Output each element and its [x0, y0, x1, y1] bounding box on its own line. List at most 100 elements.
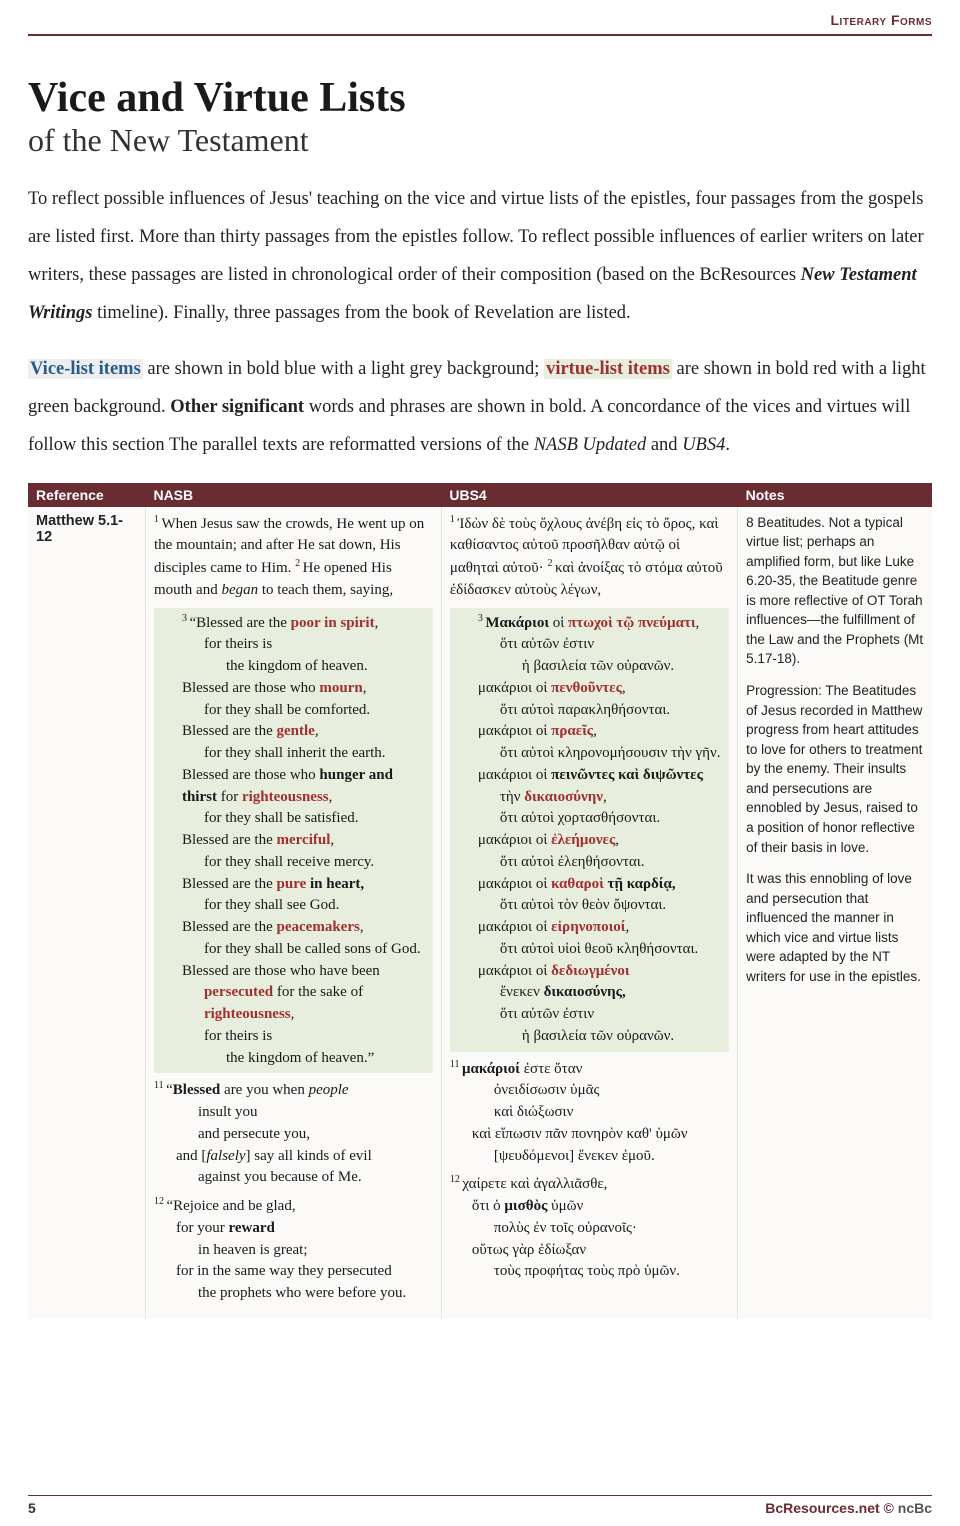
line: for they shall be satisfied.: [160, 808, 427, 830]
table-header-row: Reference NASB UBS4 Notes: [28, 483, 932, 507]
bold-text: reward: [228, 1220, 274, 1236]
header-rule: [28, 34, 932, 36]
text: are shown in bold blue with a light grey…: [143, 359, 544, 379]
text: μακάριοι οἱ: [478, 680, 551, 696]
text: and [: [176, 1148, 206, 1164]
line: the kingdom of heaven.”: [160, 1048, 427, 1070]
text: Blessed are those who have been: [182, 963, 380, 979]
notes-cell: 8 Beatitudes. Not a typical virtue list;…: [738, 507, 932, 1319]
text: τὴν: [500, 789, 524, 805]
line: for they shall be comforted.: [160, 700, 427, 722]
line: Blessed are those who have been: [160, 961, 427, 983]
beatitudes-block: 3 “Blessed are the poor in spirit, for t…: [154, 608, 433, 1074]
virtue-term: δεδιωγμένοι: [551, 963, 629, 979]
text: for: [217, 789, 242, 805]
line: ὅτι αὐτοὶ παρακληθήσονται.: [456, 700, 723, 722]
line: πολὺς ἐν τοῖς οὐρανοῖς·: [450, 1218, 729, 1240]
text: Blessed are the: [182, 723, 277, 739]
line: the prophets who were before you.: [154, 1283, 433, 1305]
bold-text: μακάριοί: [462, 1061, 520, 1077]
text: μακάριοι οἱ: [478, 876, 551, 892]
page-header: Literary Forms: [0, 0, 960, 34]
text: ,: [329, 789, 333, 805]
line: 11 “Blessed are you when people: [154, 1082, 349, 1098]
line: for they shall see God.: [160, 895, 427, 917]
line: μακάριοι οἱ πεινῶντες καὶ διψῶντες: [456, 765, 723, 787]
note-paragraph: Progression: The Beatitudes of Jesus rec…: [746, 681, 924, 857]
beatitudes-block: 3 Μακάριοι οἱ πτωχοὶ τῷ πνεύματι, ὅτι αὐ…: [450, 608, 729, 1052]
verse-number: 12: [154, 1196, 167, 1207]
verse-number: 11: [154, 1080, 166, 1091]
line: τὴν δικαιοσύνην,: [456, 787, 723, 809]
bold-text: πεινῶντες καὶ διψῶντες: [551, 767, 703, 783]
text: for your: [176, 1220, 229, 1236]
text: ,: [360, 919, 364, 935]
line: Blessed are those who mourn,: [160, 678, 427, 700]
reference-cell: Matthew 5.1-12: [28, 507, 145, 1319]
line: Blessed are the merciful,: [160, 830, 427, 852]
italic-text: began: [221, 582, 258, 598]
text: ,: [696, 615, 700, 631]
line: μακάριοι οἱ ἐλεήμονες,: [456, 830, 723, 852]
text: ,: [363, 680, 367, 696]
text: μακάριοι οἱ: [478, 963, 551, 979]
text: “Rejoice and be glad,: [166, 1198, 295, 1214]
italic-text: falsely: [206, 1148, 245, 1164]
line: ὅτι αὐτῶν ἐστιν: [456, 1004, 723, 1026]
virtue-term: εἰρηνοποιοί: [551, 919, 625, 935]
col-nasb: NASB: [145, 483, 441, 507]
text: ,: [603, 789, 607, 805]
verse-number: 2: [547, 558, 555, 569]
page-subtitle: of the New Testament: [28, 122, 932, 159]
line: ἡ βασιλεία τῶν οὐρανῶν.: [456, 1026, 723, 1048]
virtue-term: πτωχοὶ τῷ πνεύματι: [568, 615, 696, 631]
text: Blessed are the: [182, 919, 277, 935]
virtue-list-label: virtue-list items: [544, 359, 672, 379]
text: Blessed are those who: [182, 767, 319, 783]
line: μακάριοι οἱ πραεῖς,: [456, 721, 723, 743]
vice-list-label: Vice-list items: [28, 359, 143, 379]
line: 3 “Blessed are the poor in spirit,: [160, 612, 427, 635]
line: ὅτι αὐτοὶ κληρονομήσουσιν τὴν γῆν.: [456, 743, 723, 765]
line: καὶ εἴπωσιν πᾶν πονηρὸν καθ' ὑμῶν: [450, 1124, 729, 1146]
line: τοὺς προφήτας τοὺς πρὸ ὑμῶν.: [450, 1261, 729, 1283]
virtue-term: peacemakers: [277, 919, 360, 935]
verse-intro: 1 Ἰδὼν δὲ τοὺς ὄχλους ἀνέβη εἰς τὸ ὄρος,…: [450, 513, 729, 602]
line: καὶ διώξωσιν: [450, 1102, 729, 1124]
italic-text: NASB Updated: [534, 435, 647, 455]
italic-text: people: [309, 1082, 349, 1098]
text: to teach them, saying,: [258, 582, 393, 598]
text: Blessed are those who: [182, 680, 319, 696]
text: ,: [291, 1006, 295, 1022]
text: To reflect possible influences of Jesus'…: [28, 189, 924, 285]
text: “Blessed are the: [189, 615, 290, 631]
verse-number: 11: [450, 1059, 462, 1070]
line: ὅτι αὐτῶν ἐστιν: [456, 634, 723, 656]
text: ἕνεκεν: [500, 984, 544, 1000]
virtue-term: gentle: [277, 723, 315, 739]
bold-text: Blessed: [173, 1082, 221, 1098]
site-name: BcResources.net: [765, 1500, 879, 1516]
passages-table: Reference NASB UBS4 Notes Matthew 5.1-12…: [28, 483, 932, 1319]
text: and: [646, 435, 682, 455]
line: for they shall inherit the earth.: [160, 743, 427, 765]
line: ὅτι αὐτοὶ ἐλεηθήσονται.: [456, 852, 723, 874]
bold-text: Μακάριοι: [485, 615, 549, 631]
text: ,: [375, 615, 379, 631]
text: Blessed are the: [182, 832, 277, 848]
text: ,: [625, 919, 629, 935]
virtue-term: pure: [277, 876, 307, 892]
text: .: [725, 435, 730, 455]
line: Blessed are the gentle,: [160, 721, 427, 743]
virtue-term: poor in spirit: [291, 615, 375, 631]
line: μακάριοι οἱ πενθοῦντες,: [456, 678, 723, 700]
line: righteousness,: [160, 1004, 427, 1026]
text: ἐστε ὅταν: [520, 1061, 582, 1077]
text: οἱ: [549, 615, 568, 631]
org-name: ncBc: [898, 1500, 932, 1516]
nasb-cell: 1 When Jesus saw the crowds, He went up …: [145, 507, 441, 1319]
virtue-term: δικαιοσύνην: [524, 789, 603, 805]
line: ὅτι αὐτοὶ χορτασθήσονται.: [456, 808, 723, 830]
note-paragraph: It was this ennobling of love and persec…: [746, 869, 924, 986]
text: ] say all kinds of evil: [246, 1148, 372, 1164]
